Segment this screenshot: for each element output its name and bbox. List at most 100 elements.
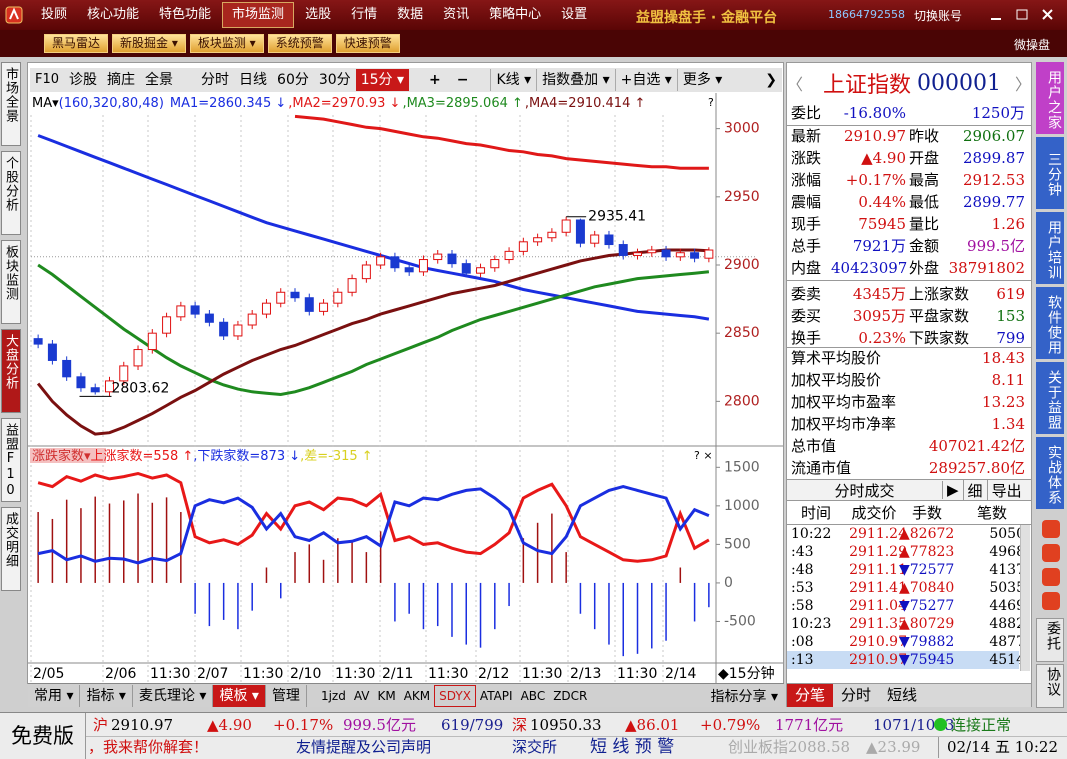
side-link[interactable]: 委托 xyxy=(1036,618,1064,662)
menu-item[interactable]: 特色功能 xyxy=(159,7,212,22)
tool-menu[interactable]: K线 ▾ xyxy=(490,69,536,91)
side-icon[interactable] xyxy=(1042,520,1060,538)
trades-button[interactable]: 导出 xyxy=(986,479,1026,501)
zoom-button[interactable]: + xyxy=(428,72,441,88)
trade-cell: 4968 xyxy=(989,544,1025,560)
side-tab[interactable]: 个股分析 xyxy=(1,151,21,235)
panel-tab[interactable]: 短线 xyxy=(887,686,918,704)
side-tab[interactable]: 成交明细 xyxy=(1,507,21,591)
quote-label: 量比 xyxy=(909,215,940,233)
bottom-tab[interactable]: 常用 ▾ xyxy=(28,684,81,707)
tool-link[interactable]: 诊股 xyxy=(69,72,98,88)
stock-code: 000001 xyxy=(917,70,1002,96)
menu-item[interactable]: 核心功能 xyxy=(87,7,140,22)
next-stock[interactable]: 〉 xyxy=(1014,75,1031,94)
indicator-tab[interactable]: ABC xyxy=(520,688,546,703)
tool-link[interactable]: 全景 xyxy=(145,72,174,88)
side-icon[interactable] xyxy=(1042,592,1060,610)
tool-button[interactable]: 新股掘金 ▾ xyxy=(112,34,186,53)
panel-tab[interactable]: 分时 xyxy=(841,686,872,704)
quote-label: 最高 xyxy=(909,171,940,189)
period-button[interactable]: 15分 ▾ xyxy=(355,69,409,91)
side-link[interactable]: 三分钟 xyxy=(1036,137,1064,209)
candle-body xyxy=(104,380,114,393)
ticker-item[interactable]: ▲23.99 xyxy=(866,738,921,756)
side-link[interactable]: 用户之家 xyxy=(1036,62,1064,134)
ma-legend: MA▾(160,320,80,48) MA1=2860.345 ↓ ,MA2=297… xyxy=(32,96,645,111)
indicator-tab[interactable]: ATAPI xyxy=(479,688,513,703)
x-tick-label: 2/06 xyxy=(105,666,137,682)
bottom-tab[interactable]: 指标 ▾ xyxy=(80,684,133,707)
menu-item[interactable]: 设置 xyxy=(561,7,588,22)
menu-item[interactable]: 策略中心 xyxy=(489,7,542,22)
indicator-tab[interactable]: ZDCR xyxy=(553,688,588,703)
ma-line xyxy=(294,114,709,170)
tool-button[interactable]: 快速预警 xyxy=(335,34,400,53)
window-controls[interactable] xyxy=(985,6,1063,24)
panel-toggle[interactable]: ❯ xyxy=(765,72,777,88)
indicator-tab[interactable]: KM xyxy=(377,688,396,703)
menu-item[interactable]: 资讯 xyxy=(443,7,470,22)
trade-cell: :13 xyxy=(791,652,814,668)
bottom-tab[interactable]: 管理 xyxy=(266,684,307,707)
trades-button[interactable]: 细 xyxy=(962,479,987,501)
ticker-item[interactable]: 深交所 xyxy=(512,738,558,756)
tool-button[interactable]: 系统预警 xyxy=(267,34,332,53)
trades-button[interactable]: ▶ xyxy=(942,481,963,499)
zoom-button[interactable]: − xyxy=(456,72,469,88)
menu-item[interactable]: 数据 xyxy=(397,7,424,22)
tool-menu[interactable]: +自选 ▾ xyxy=(614,69,677,91)
side-tab[interactable]: 益盟F10 xyxy=(1,418,21,502)
side-link[interactable]: 用户培训 xyxy=(1036,212,1064,284)
indicator-share[interactable]: 指标分享 ▾ xyxy=(710,688,778,705)
candle-body xyxy=(162,316,172,334)
micro-trade[interactable]: 微操盘 xyxy=(1014,38,1051,52)
tool-button[interactable]: 黑马雷达 xyxy=(44,34,109,53)
switch-account[interactable]: 切换账号 xyxy=(914,9,963,23)
candle-body xyxy=(476,267,486,274)
trade-cell: 2911.41 xyxy=(849,580,907,596)
indicator-legend: 涨跌家数▾上涨家数=558 ↑,下跌家数=873 ↓,差=-315 ↑ xyxy=(32,448,373,464)
quote-label: 涨幅 xyxy=(791,171,822,189)
candle-body xyxy=(490,259,500,269)
bottom-tab[interactable]: 模板 ▾ xyxy=(213,684,266,707)
tool-link[interactable]: 摘庄 xyxy=(107,72,136,88)
side-link[interactable]: 实战体系 xyxy=(1036,437,1064,509)
tool-menu[interactable]: 指数叠加 ▾ xyxy=(536,69,614,91)
side-tab[interactable]: 板块监测 xyxy=(1,240,21,324)
quote-value: 0.44% xyxy=(858,193,906,211)
tool-button[interactable]: 板块监测 ▾ xyxy=(189,34,264,53)
period-button[interactable]: 60分 xyxy=(277,72,309,88)
period-button[interactable]: 30分 xyxy=(318,72,351,88)
indicator-tab[interactable]: SDYX xyxy=(434,684,476,707)
indicator-tab[interactable]: AV xyxy=(353,688,370,703)
side-icon[interactable] xyxy=(1042,544,1060,562)
bottom-tab[interactable]: 麦氏理论 ▾ xyxy=(133,684,214,707)
side-link[interactable]: 关于益盟 xyxy=(1036,362,1064,434)
indicator-tab[interactable]: 1jzd xyxy=(320,688,346,703)
side-tab[interactable]: 大盘分析 xyxy=(1,329,21,413)
candle-body xyxy=(90,387,100,393)
panel-tab[interactable]: 分笔 xyxy=(787,684,834,707)
tool-menu[interactable]: 更多 ▾ xyxy=(676,69,727,91)
menu-item[interactable]: 市场监测 xyxy=(222,2,295,28)
menu-item[interactable]: 选股 xyxy=(305,7,332,22)
ticker-item[interactable]: ，我来帮你解套！ xyxy=(88,738,209,756)
app-logo xyxy=(5,6,23,24)
ticker-item[interactable]: 友情提醒及公司声明 xyxy=(296,738,432,756)
prev-stock[interactable]: 〈 xyxy=(787,75,804,94)
period-button[interactable]: 日线 xyxy=(239,72,268,88)
indicator-tab[interactable]: AKM xyxy=(403,688,431,703)
period-button[interactable]: 分时 xyxy=(201,72,230,88)
side-link[interactable]: 软件使用 xyxy=(1036,287,1064,359)
ticker-item[interactable]: 短 线 预 警 xyxy=(590,737,675,757)
candle-body xyxy=(62,359,72,378)
menu-item[interactable]: 投顾 xyxy=(41,7,68,22)
ticker-item[interactable]: 创业板指2088.58 xyxy=(728,738,851,756)
tool-link[interactable]: F10 xyxy=(35,72,60,87)
side-tab[interactable]: 市场全景 xyxy=(1,62,21,146)
side-icon[interactable] xyxy=(1042,568,1060,586)
side-link[interactable]: 协议 xyxy=(1036,664,1064,708)
scrollbar xyxy=(1020,525,1030,671)
menu-item[interactable]: 行情 xyxy=(351,7,378,22)
